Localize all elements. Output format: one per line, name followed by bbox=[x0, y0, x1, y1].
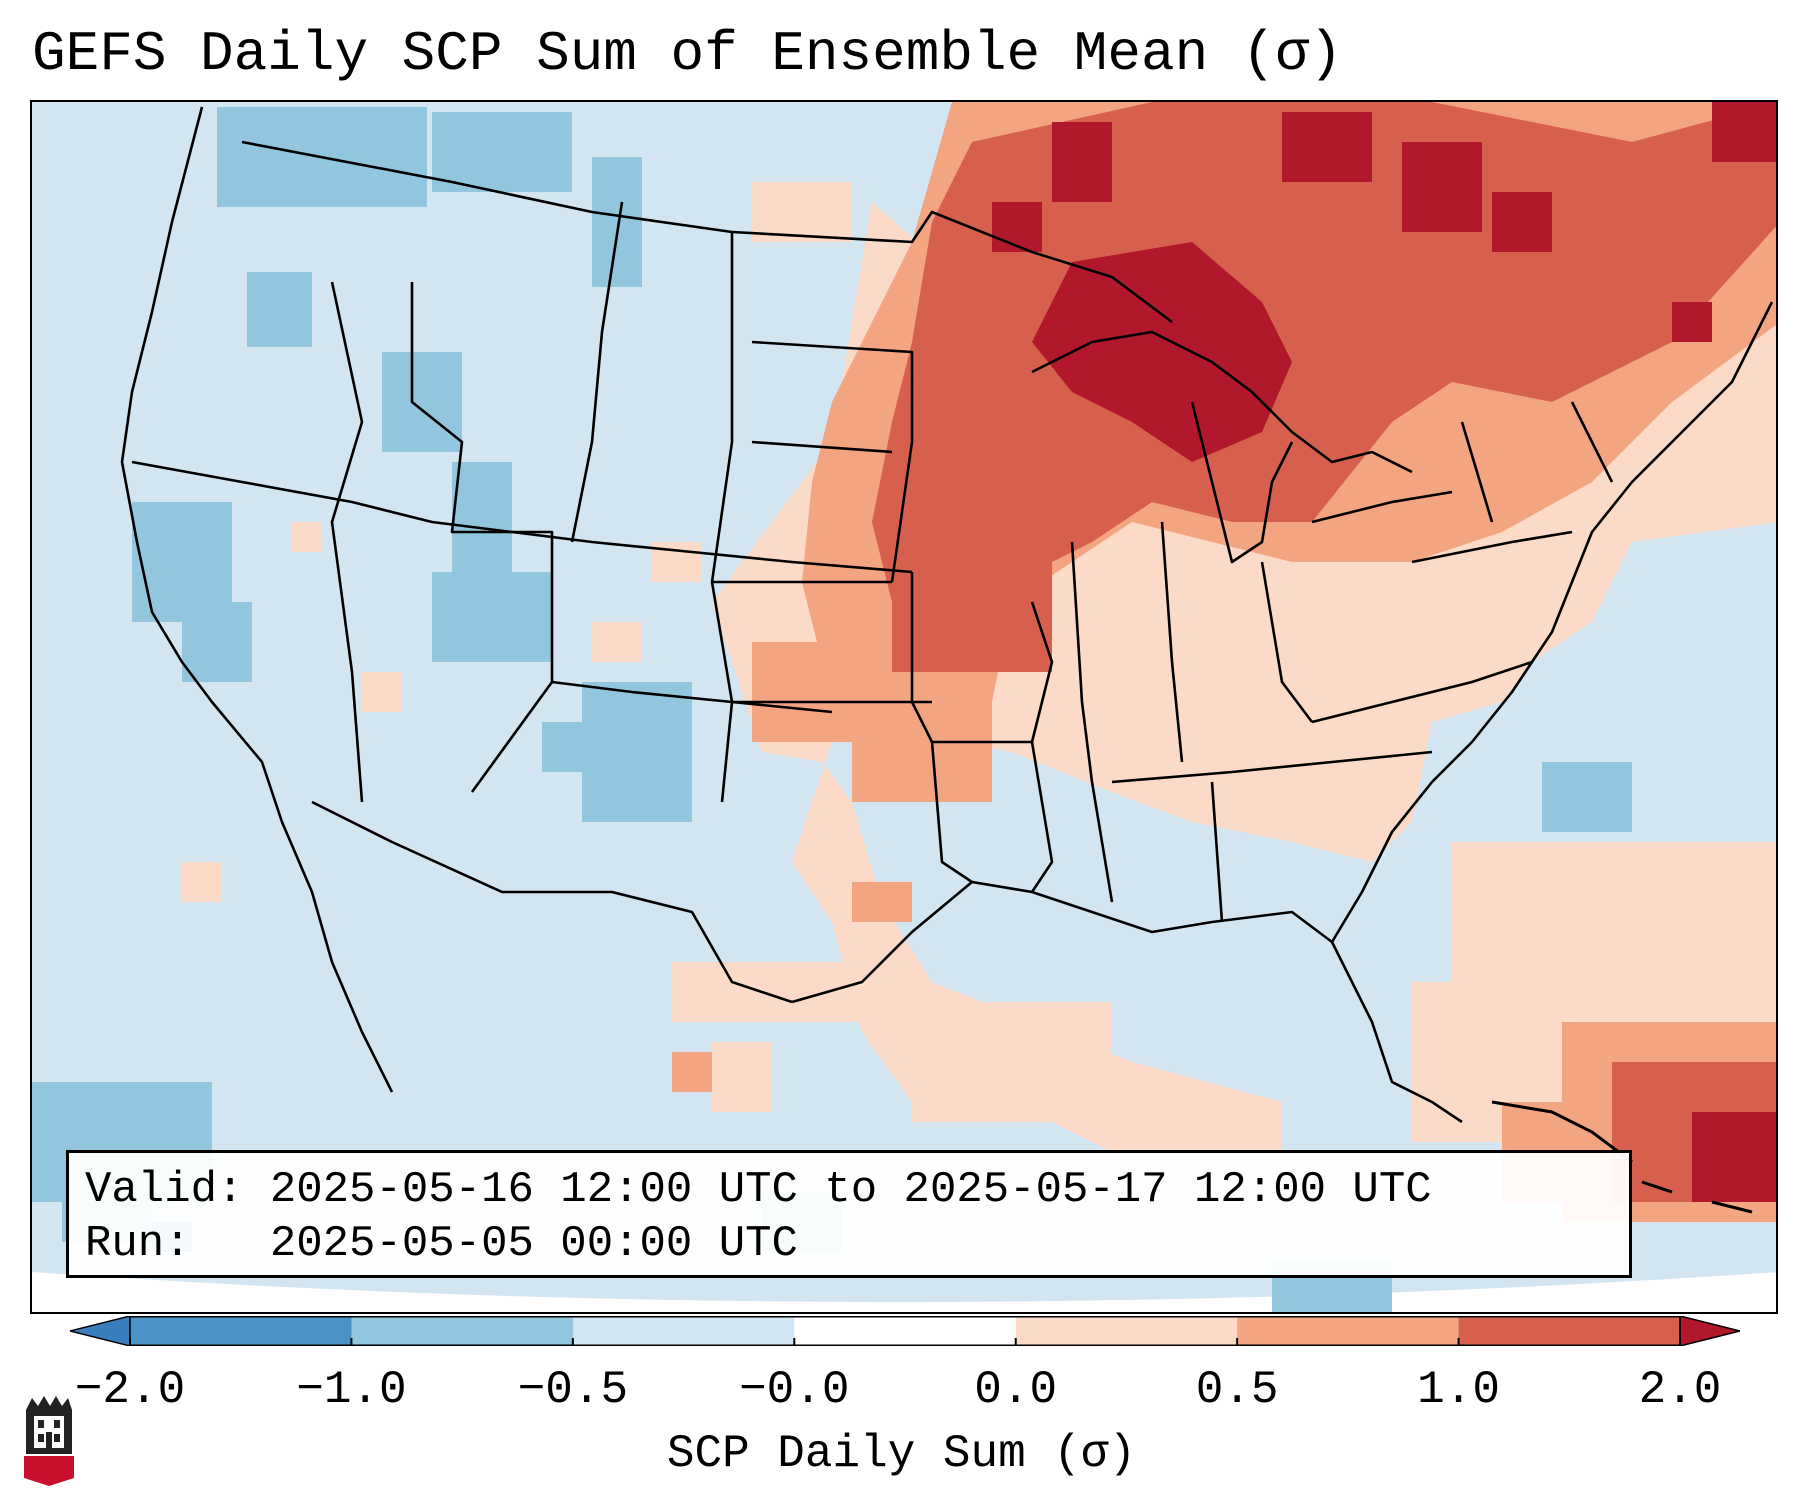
valid-value: 2025-05-16 12:00 UTC to 2025-05-17 12:00… bbox=[269, 1165, 1432, 1215]
valid-label: Valid: bbox=[85, 1165, 244, 1215]
colorbar-tick-label: 2.0 bbox=[1638, 1364, 1722, 1416]
scp-anomaly-map bbox=[32, 102, 1776, 1312]
colorbar-label: SCP Daily Sum (σ) bbox=[666, 1428, 1137, 1480]
map-panel bbox=[30, 100, 1778, 1314]
colorbar-segment bbox=[1015, 1316, 1238, 1346]
colorbar-segment bbox=[794, 1316, 1017, 1346]
colorbar-under-arrow bbox=[70, 1316, 131, 1346]
colorbar-tick-label: −2.0 bbox=[74, 1364, 186, 1416]
valid-run-info-box: Valid: 2025-05-16 12:00 UTC to 2025-05-1… bbox=[66, 1150, 1632, 1278]
colorbar-segment bbox=[1237, 1316, 1460, 1346]
run-label: Run: bbox=[85, 1219, 191, 1269]
extreme-positive-patches bbox=[992, 102, 1776, 1202]
map-title: GEFS Daily SCP Sum of Ensemble Mean (σ) bbox=[32, 22, 1343, 86]
run-value: 2025-05-05 00:00 UTC bbox=[269, 1219, 798, 1269]
colorbar-over-arrow bbox=[1679, 1316, 1740, 1346]
colorbar-tick-label: −1.0 bbox=[296, 1364, 407, 1416]
colorbar-tick-label: −0.0 bbox=[739, 1364, 850, 1416]
colorbar-tick-label: −0.5 bbox=[517, 1364, 629, 1416]
colorbar-tick-label: 0.0 bbox=[974, 1364, 1058, 1416]
niu-logo-icon bbox=[24, 1396, 74, 1486]
colorbar-segment bbox=[572, 1316, 795, 1346]
caribbean-islands bbox=[1491, 1100, 1753, 1214]
political-boundaries bbox=[120, 106, 1774, 1124]
colorbar-segment bbox=[1458, 1316, 1681, 1346]
colorbar-segment bbox=[351, 1316, 574, 1346]
colorbar-tick-label: 1.0 bbox=[1417, 1364, 1500, 1416]
colorbar bbox=[70, 1316, 1740, 1346]
colorbar-tick-label: 0.5 bbox=[1195, 1364, 1279, 1416]
colorbar-segment bbox=[130, 1316, 352, 1346]
